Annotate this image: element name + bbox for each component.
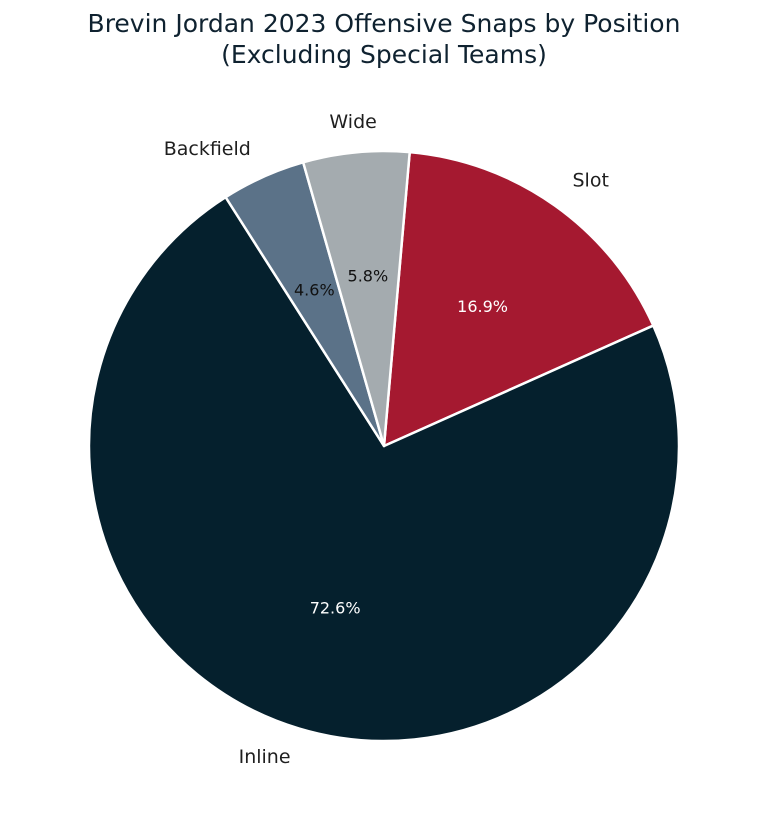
pie-slice-inline — [87, 195, 681, 743]
pie-slice-slot — [382, 150, 655, 448]
slice-percent-slot: 16.9% — [457, 297, 508, 316]
slice-label-slot: Slot — [572, 170, 608, 192]
slice-label-inline: Inline — [239, 746, 291, 768]
slice-label-wide: Wide — [329, 111, 376, 133]
pie-slice-wide — [301, 149, 411, 448]
chart-title-line-2: (Excluding Special Teams) — [221, 40, 547, 69]
chart-title-line-1: Brevin Jordan 2023 Offensive Snaps by Po… — [87, 9, 681, 38]
slice-percent-inline: 72.6% — [310, 598, 361, 617]
slice-percent-backfield: 4.6% — [294, 280, 335, 299]
slice-label-backfield: Backfield — [164, 138, 251, 160]
slice-percent-wide: 5.8% — [348, 266, 389, 285]
